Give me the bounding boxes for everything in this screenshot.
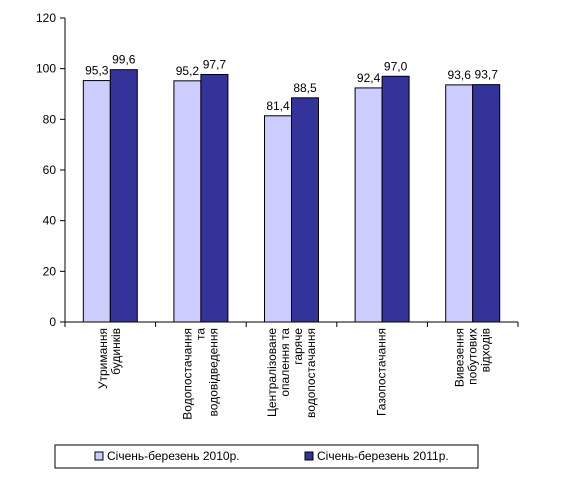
bar [82, 80, 111, 323]
bar [472, 84, 501, 323]
bar [381, 75, 410, 323]
value-label: 92,4 [357, 71, 381, 85]
bar [173, 80, 202, 323]
bar [109, 69, 138, 323]
legend-label: Січень-березень 2010р. [107, 449, 240, 463]
value-label: 93,6 [448, 68, 472, 82]
y-tick-label: 60 [43, 163, 57, 177]
y-tick-label: 20 [43, 264, 57, 278]
bar [445, 84, 474, 323]
y-tick-label: 40 [43, 214, 57, 228]
y-tick-label: 100 [36, 62, 56, 76]
value-label: 95,2 [176, 64, 200, 78]
x-tick-label: Вивезення побутових відходів [452, 328, 493, 388]
x-tick-label: Водопостачання та водовідведення [180, 328, 221, 420]
value-label: 95,3 [85, 64, 109, 78]
bar [291, 97, 319, 323]
value-label: 97,7 [203, 57, 227, 71]
bar [354, 87, 383, 323]
bar [264, 115, 292, 323]
value-label: 99,6 [112, 53, 136, 67]
legend-label: Січень-березень 2011р. [317, 449, 449, 463]
y-tick-label: 120 [36, 11, 56, 25]
legend-swatch [94, 451, 104, 461]
value-label: 81,4 [266, 99, 290, 113]
bar [200, 73, 229, 323]
x-tick-label: Утримання будинків [96, 328, 124, 390]
x-tick-label: Централізоване опалення та гаряче водопо… [264, 328, 318, 418]
y-tick-label: 80 [43, 112, 57, 126]
value-label: 97,0 [384, 59, 408, 73]
value-label: 88,5 [293, 81, 317, 95]
legend-box [54, 444, 479, 469]
legend-swatch [304, 451, 314, 461]
y-tick-label: 0 [49, 315, 56, 329]
x-tick-label: Газопостачання [374, 328, 389, 417]
value-label: 93,7 [475, 68, 499, 82]
